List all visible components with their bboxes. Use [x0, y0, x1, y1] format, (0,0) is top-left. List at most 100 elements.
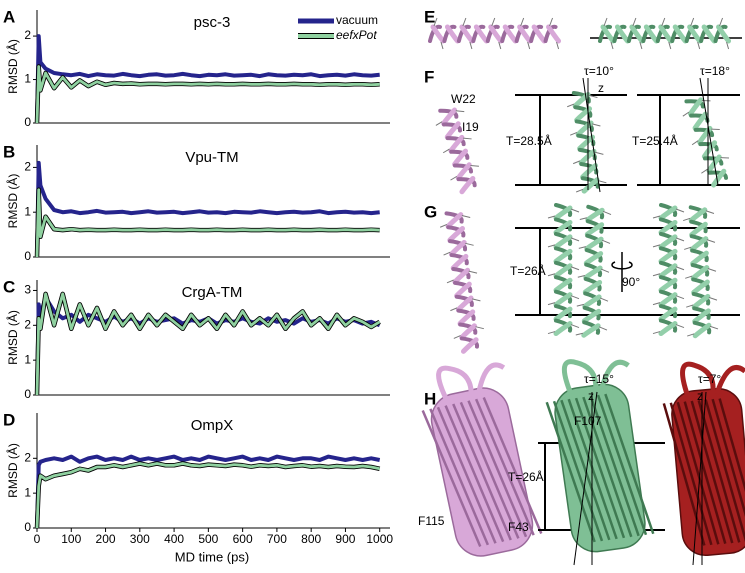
- strand: [574, 397, 626, 539]
- side-chain: [684, 246, 692, 250]
- helix-front: [658, 321, 678, 337]
- y-axis-label: RMSD (Å): [5, 443, 20, 498]
- annotation: I19: [462, 120, 479, 134]
- helix-front: [553, 234, 573, 250]
- side-chain: [491, 17, 496, 27]
- y-tick-label: 2: [24, 450, 31, 464]
- side-chain: [711, 128, 720, 130]
- helix-front: [553, 321, 573, 337]
- loop: [436, 365, 474, 402]
- side-chain: [598, 326, 608, 331]
- side-chain: [652, 302, 661, 306]
- helix-front: [452, 148, 469, 167]
- helix-front: [553, 205, 573, 221]
- side-chain: [547, 302, 556, 306]
- beta-barrel: [662, 361, 745, 557]
- helix-front: [672, 24, 688, 44]
- panel-letter: A: [3, 7, 15, 26]
- side-chain: [701, 168, 708, 174]
- helix-front: [553, 219, 573, 235]
- x-tick-label: 100: [61, 532, 81, 546]
- strand: [552, 400, 604, 542]
- helix-front: [691, 293, 711, 310]
- side-chain: [726, 41, 730, 50]
- strand: [676, 401, 720, 545]
- side-chain: [570, 132, 578, 136]
- side-chain: [547, 244, 556, 248]
- side-chain: [472, 298, 481, 302]
- side-chain: [442, 148, 450, 154]
- series-outline: [34, 461, 381, 529]
- series-line: [35, 160, 380, 258]
- side-chain: [652, 273, 661, 277]
- helix-front: [583, 251, 604, 266]
- side-chain: [461, 215, 471, 219]
- helix: [439, 211, 484, 354]
- y-tick-label: 3: [24, 283, 31, 297]
- side-chain: [576, 303, 584, 307]
- y-tick-label: 1: [24, 204, 31, 218]
- x-tick-label: 500: [198, 532, 218, 546]
- side-chain: [579, 217, 588, 220]
- side-chain: [520, 17, 525, 27]
- helix-front: [578, 148, 597, 166]
- side-chain: [547, 273, 556, 277]
- helix-front: [430, 24, 446, 44]
- helix: [683, 205, 719, 339]
- beta-barrel: [421, 362, 543, 557]
- side-chain: [547, 331, 556, 335]
- y-axis-label: RMSD (Å): [5, 310, 20, 365]
- panel-letter: B: [3, 142, 15, 161]
- helix-front: [502, 24, 518, 44]
- side-chain: [567, 103, 575, 108]
- side-chain: [578, 246, 587, 249]
- side-chain: [446, 279, 454, 284]
- strand: [452, 403, 512, 541]
- side-chain: [600, 268, 610, 273]
- y-tick-label: 1: [24, 72, 31, 86]
- helix-front: [448, 134, 465, 154]
- side-chain: [697, 41, 701, 50]
- helix-front: [441, 107, 458, 126]
- side-chain: [706, 239, 716, 243]
- y-tick-label: 0: [24, 520, 31, 534]
- side-chain: [683, 217, 691, 222]
- helix-front: [658, 306, 678, 322]
- x-tick-label: 400: [164, 532, 184, 546]
- annotation: τ=7°: [698, 372, 721, 386]
- side-chain: [675, 324, 685, 329]
- strand: [459, 401, 520, 539]
- helix-front: [584, 236, 604, 252]
- helix-front: [658, 24, 674, 44]
- y-tick-label: 0: [24, 387, 31, 401]
- side-chain: [639, 41, 643, 50]
- helix-front: [658, 292, 678, 308]
- side-chain: [570, 208, 580, 213]
- side-chain: [682, 111, 690, 117]
- tilt-axis: [582, 77, 601, 193]
- side-chain: [469, 41, 473, 50]
- helix: [598, 17, 732, 50]
- side-chain: [668, 41, 672, 50]
- y-axis-label: RMSD (Å): [5, 174, 20, 229]
- strand: [429, 408, 490, 546]
- x-tick-label: 700: [267, 532, 287, 546]
- side-chain: [453, 335, 461, 339]
- helix-front: [553, 277, 573, 293]
- helix-front: [584, 222, 605, 237]
- side-chain: [675, 266, 685, 271]
- strand: [589, 395, 640, 537]
- side-chain: [652, 331, 661, 335]
- side-chain: [463, 137, 472, 140]
- helix: [547, 203, 580, 337]
- panel-letter: D: [3, 410, 15, 429]
- side-chain: [462, 17, 467, 27]
- side-chain: [575, 188, 584, 193]
- helix-front: [643, 24, 659, 44]
- side-chain: [527, 41, 531, 50]
- helix-front: [583, 265, 603, 281]
- strand: [683, 401, 727, 544]
- side-chain: [570, 295, 580, 300]
- helix-front: [531, 24, 547, 44]
- loop: [561, 359, 599, 395]
